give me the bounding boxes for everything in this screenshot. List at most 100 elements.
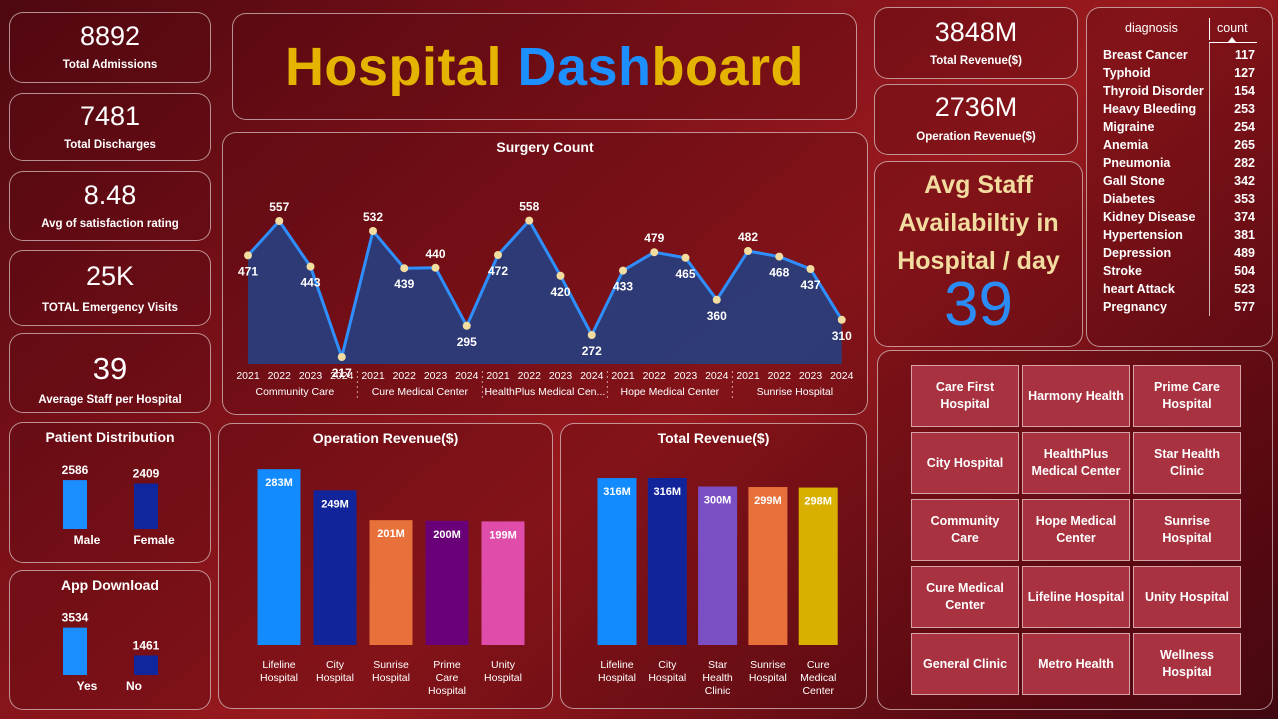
year-tick-label: 2023 xyxy=(799,370,823,382)
category-label: Hospital xyxy=(372,672,410,684)
table-row[interactable]: Breast Cancer 117 xyxy=(1103,46,1255,64)
hospital-slicer-tile[interactable]: Community Care xyxy=(911,499,1019,561)
bar-value-label: 199M xyxy=(489,529,517,541)
title-part-2: Dash xyxy=(517,36,652,97)
surgery-point[interactable] xyxy=(837,315,846,324)
surgery-point[interactable] xyxy=(275,217,284,225)
bar[interactable] xyxy=(134,483,158,529)
surgery-point[interactable] xyxy=(619,266,627,275)
diagnosis-name: Gall Stone xyxy=(1103,174,1165,188)
surgery-point[interactable] xyxy=(587,331,596,339)
title-part-3: board xyxy=(651,36,805,97)
table-row[interactable]: Diabetes 353 xyxy=(1103,190,1255,208)
surgery-point[interactable] xyxy=(806,265,815,273)
surgery-data-label: 472 xyxy=(488,264,508,278)
table-row[interactable]: Gall Stone 342 xyxy=(1103,172,1255,190)
bar[interactable] xyxy=(257,469,301,645)
hospital-slicer-tile[interactable]: General Clinic xyxy=(911,633,1019,695)
hospital-group-label: Cure Medical Center xyxy=(372,386,469,398)
surgery-point[interactable] xyxy=(244,251,252,260)
bar-value-label: 2586 xyxy=(62,463,89,477)
hospital-slicer-tile[interactable]: Star Health Clinic xyxy=(1133,432,1241,494)
surgery-point[interactable] xyxy=(462,321,471,330)
bar[interactable] xyxy=(798,487,838,645)
kpi-label: TOTAL Emergency Visits xyxy=(42,302,178,314)
hospital-slicer-tile[interactable]: Wellness Hospital xyxy=(1133,633,1241,695)
surgery-point[interactable] xyxy=(775,252,784,261)
bar[interactable] xyxy=(134,655,158,675)
kpi-label: Total Discharges xyxy=(64,139,156,151)
bar[interactable] xyxy=(313,490,357,645)
year-tick-label: 2021 xyxy=(736,370,760,382)
hospital-slicer-tile[interactable]: Cure Medical Center xyxy=(911,566,1019,628)
table-row[interactable]: Heavy Bleeding 253 xyxy=(1103,100,1255,118)
kpi-value: 3848M xyxy=(934,17,1018,47)
table-row[interactable]: Migraine 254 xyxy=(1103,118,1255,136)
kpi-total-revenue: 3848M Total Revenue($) xyxy=(874,7,1078,79)
surgery-count-chart: 471 557 443 217 532 439 440 295 472 558 420 272 433 4… xyxy=(236,200,854,401)
hospital-slicer-tile[interactable]: Care First Hospital xyxy=(911,365,1019,427)
hospital-slicer-tile[interactable]: Lifeline Hospital xyxy=(1022,566,1130,628)
count-column-header[interactable]: count xyxy=(1217,21,1248,35)
bar[interactable] xyxy=(425,520,469,645)
bar[interactable] xyxy=(481,521,525,645)
surgery-data-label: 420 xyxy=(550,285,570,299)
surgery-point[interactable] xyxy=(556,271,565,280)
surgery-point[interactable] xyxy=(306,262,315,271)
year-tick-label: 2024 xyxy=(830,370,854,382)
bar-value-label: 249M xyxy=(321,498,349,510)
table-row[interactable]: Typhoid 127 xyxy=(1103,64,1255,82)
surgery-point[interactable] xyxy=(650,248,659,257)
table-row[interactable]: Hypertension 381 xyxy=(1103,226,1255,244)
surgery-point[interactable] xyxy=(431,263,440,272)
hospital-slicer-tile[interactable]: Metro Health xyxy=(1022,633,1130,695)
hospital-slicer-tile[interactable]: Hope Medical Center xyxy=(1022,499,1130,561)
kpi-avg-satisfaction: 8.48 Avg of satisfaction rating xyxy=(9,171,211,241)
surgery-data-label: 443 xyxy=(300,276,320,290)
hospital-slicer-tile[interactable]: Sunrise Hospital xyxy=(1133,499,1241,561)
category-label: Care xyxy=(436,672,459,684)
dashboard-title-card: Hospital Dashboard xyxy=(232,13,857,120)
table-row[interactable]: Kidney Disease 374 xyxy=(1103,208,1255,226)
surgery-point[interactable] xyxy=(681,253,690,262)
surgery-point[interactable] xyxy=(712,295,721,304)
table-row[interactable]: Depression 489 xyxy=(1103,244,1255,262)
table-row[interactable]: Pneumonia 282 xyxy=(1103,154,1255,172)
bar[interactable] xyxy=(369,520,413,645)
bar-value-label: 3534 xyxy=(62,611,89,625)
diagnosis-name: Hypertension xyxy=(1103,228,1183,242)
diagnosis-column-header[interactable]: diagnosis xyxy=(1125,21,1178,35)
table-row[interactable]: Anemia 265 xyxy=(1103,136,1255,154)
surgery-point[interactable] xyxy=(337,353,346,361)
bar[interactable] xyxy=(647,478,687,645)
table-row[interactable]: Thyroid Disorder 154 xyxy=(1103,82,1255,100)
diagnosis-count: 523 xyxy=(1234,282,1255,296)
hospital-slicer-tile[interactable]: City Hospital xyxy=(911,432,1019,494)
surgery-point[interactable] xyxy=(525,216,534,225)
surgery-data-label: 479 xyxy=(644,231,664,245)
year-tick-label: 2022 xyxy=(393,370,417,382)
bar[interactable] xyxy=(698,486,738,645)
surgery-point[interactable] xyxy=(744,247,752,255)
table-row[interactable]: Pregnancy 577 xyxy=(1103,298,1255,316)
hospital-slicer-tile[interactable]: Unity Hospital xyxy=(1133,566,1241,628)
hospital-slicer-tile[interactable]: Harmony Health xyxy=(1022,365,1130,427)
hospital-slicer-tile[interactable]: HealthPlus Medical Center xyxy=(1022,432,1130,494)
hospital-slicer-tile[interactable]: Prime Care Hospital xyxy=(1133,365,1241,427)
bar[interactable] xyxy=(63,480,87,529)
table-row[interactable]: heart Attack 523 xyxy=(1103,280,1255,298)
surgery-point[interactable] xyxy=(369,227,377,235)
bar[interactable] xyxy=(748,487,788,645)
surgery-point[interactable] xyxy=(494,251,502,259)
table-row[interactable]: Stroke 504 xyxy=(1103,262,1255,280)
category-label: Hospital xyxy=(749,672,787,684)
surgery-line xyxy=(246,219,844,359)
bar[interactable] xyxy=(63,627,87,675)
year-tick-label: 2024 xyxy=(455,370,479,382)
category-label: Center xyxy=(802,685,834,697)
category-label: Male xyxy=(74,533,101,547)
bar-value-label: 298M xyxy=(804,496,832,508)
bar[interactable] xyxy=(597,478,637,645)
year-tick-label: 2022 xyxy=(518,370,542,382)
surgery-point[interactable] xyxy=(400,264,409,273)
